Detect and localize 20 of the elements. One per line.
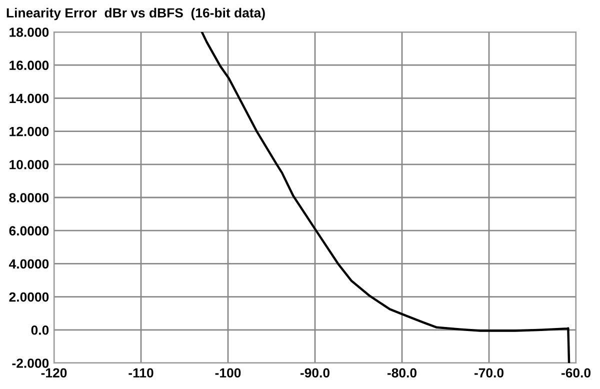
y-tick-label: 8.0000 [9, 193, 49, 202]
chart-title: Linearity Error dBr vs dBFS (16-bit data) [6, 8, 265, 20]
y-tick-label: 16.000 [10, 60, 49, 70]
x-tick-label: -120 [41, 368, 67, 378]
y-tick-label: 10.000 [10, 160, 49, 170]
x-tick-label: -80.0 [387, 368, 416, 378]
x-tick-label: -60.0 [561, 368, 590, 378]
y-tick-label: -2.000 [12, 358, 49, 368]
y-tick-label: 18.000 [10, 28, 49, 37]
x-tick-label: -90.0 [300, 368, 330, 378]
y-tick-label: 0.0 [31, 325, 49, 335]
line-series [200, 32, 570, 363]
x-tick-label: -70.0 [474, 368, 504, 378]
y-tick-label: 2.0000 [9, 292, 49, 302]
y-tick-label: 6.0000 [9, 226, 49, 236]
y-tick-label: 12.000 [10, 126, 49, 136]
x-tick-label: -100 [215, 368, 241, 378]
x-tick-label: -110 [128, 368, 154, 378]
y-tick-label: 4.0000 [8, 259, 49, 269]
y-tick-label: 14.000 [10, 94, 49, 104]
